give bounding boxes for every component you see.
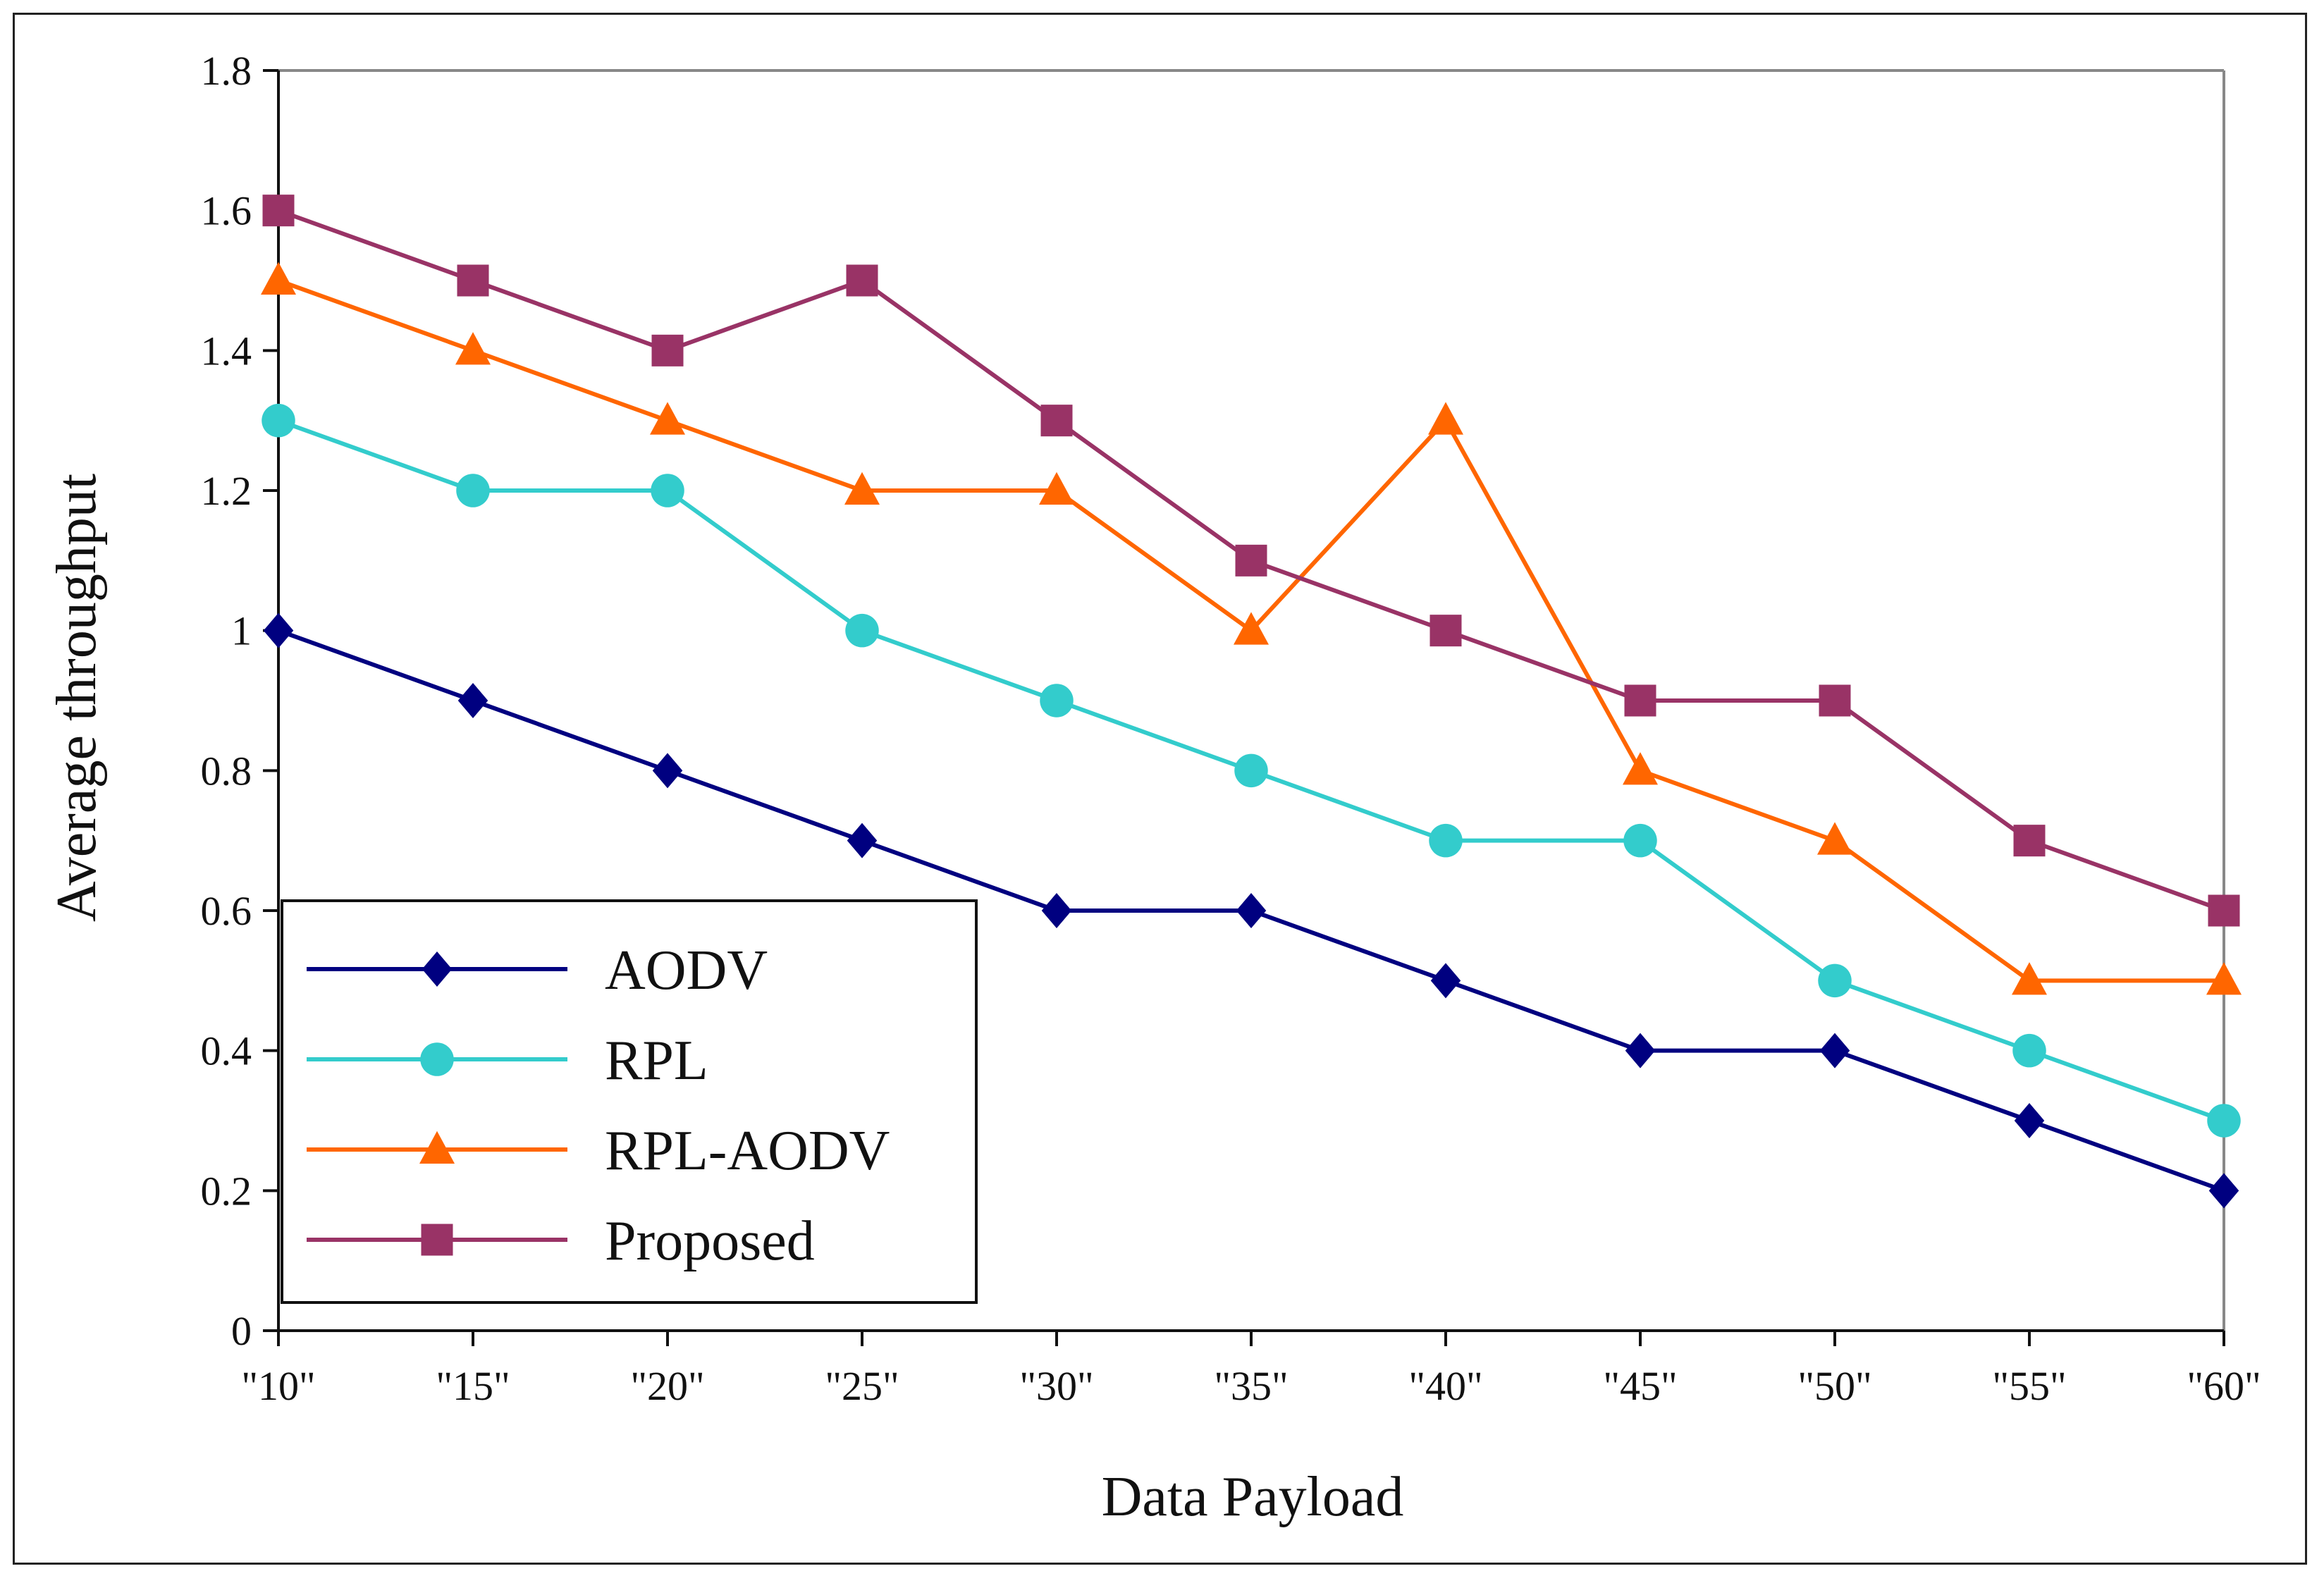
legend-marker xyxy=(419,1131,455,1164)
legend-marker xyxy=(422,951,453,987)
series-layer xyxy=(261,195,2242,1209)
y-tick-label: 0.8 xyxy=(201,748,252,794)
data-point xyxy=(455,332,491,365)
x-tick-label: "20" xyxy=(630,1363,704,1409)
data-point xyxy=(1236,893,1267,928)
data-point xyxy=(2207,1104,2241,1138)
x-tick-label: "15" xyxy=(436,1363,510,1409)
data-point xyxy=(1429,823,1463,858)
x-tick-label: "45" xyxy=(1603,1363,1677,1409)
data-point xyxy=(1040,684,1074,717)
data-point xyxy=(2206,962,2242,995)
data-point xyxy=(1039,472,1074,505)
y-tick-labels: 0 0.2 0.4 0.6 0.8 1 1.2 1.4 1.6 1.8 xyxy=(201,48,278,1354)
data-point xyxy=(1234,612,1269,645)
data-point xyxy=(846,264,878,297)
data-point xyxy=(263,612,294,648)
x-tick-label: "40" xyxy=(1408,1363,1482,1409)
y-tick-label: 1 xyxy=(231,608,252,654)
data-point xyxy=(847,823,878,858)
data-point xyxy=(456,474,490,507)
series-rpl xyxy=(262,403,2241,1138)
x-tick-label: "50" xyxy=(1797,1363,1871,1409)
legend: AODV RPL RPL-AODV Proposed xyxy=(281,899,978,1304)
y-tick-label: 1.8 xyxy=(201,48,252,94)
x-tick-label: "10" xyxy=(241,1363,315,1409)
data-point xyxy=(1428,402,1463,435)
x-axis-title: Data Payload xyxy=(1102,1466,1404,1528)
legend-marker xyxy=(420,1042,454,1076)
y-tick-label: 0.2 xyxy=(201,1168,252,1214)
data-point xyxy=(1624,684,1656,717)
x-tick-label: "35" xyxy=(1214,1363,1288,1409)
data-point xyxy=(262,403,295,438)
data-point xyxy=(457,683,488,718)
data-point xyxy=(1817,822,1852,855)
y-axis-title: Average throughput xyxy=(46,474,108,922)
data-point xyxy=(1625,1033,1656,1068)
legend-label: RPL-AODV xyxy=(605,1120,890,1182)
data-point xyxy=(1234,753,1268,788)
data-point xyxy=(1040,405,1073,437)
data-point xyxy=(1819,684,1851,717)
data-point xyxy=(1623,752,1658,785)
data-point xyxy=(1235,544,1267,577)
x-tick-label: "25" xyxy=(825,1363,899,1409)
x-tick-labels: "10" "15" "20" "25" "30" "35" "40" "45" "50" "55"… xyxy=(241,1331,2261,1409)
data-point xyxy=(651,474,684,507)
data-point xyxy=(2013,825,2046,857)
data-point xyxy=(1430,963,1461,999)
chart-frame xyxy=(13,13,2307,1565)
y-tick-label: 1.2 xyxy=(201,468,252,514)
data-point xyxy=(1430,615,1462,647)
data-point xyxy=(261,261,296,295)
series-rpl-aodv xyxy=(261,261,2242,995)
data-point xyxy=(2208,894,2240,927)
x-tick-label: "60" xyxy=(2187,1363,2261,1409)
y-tick-label: 1.6 xyxy=(201,188,252,234)
data-point xyxy=(1623,823,1657,858)
data-point xyxy=(845,613,879,648)
data-point xyxy=(457,264,489,297)
data-point xyxy=(844,472,880,505)
data-point xyxy=(650,402,685,435)
y-tick-label: 0.6 xyxy=(201,888,252,934)
x-tick-label: "55" xyxy=(1992,1363,2066,1409)
x-tick-label: "30" xyxy=(1019,1363,1093,1409)
series-proposed xyxy=(262,195,2240,927)
legend-label: AODV xyxy=(605,940,768,1002)
data-point xyxy=(1041,893,1072,928)
y-tick-label: 0 xyxy=(231,1308,252,1354)
legend-label: Proposed xyxy=(605,1210,815,1272)
legend-label: RPL xyxy=(605,1030,708,1092)
data-point xyxy=(652,753,683,789)
y-tick-label: 1.4 xyxy=(201,328,252,374)
series-aodv xyxy=(263,612,2239,1209)
data-point xyxy=(2208,1173,2239,1209)
data-point xyxy=(2012,962,2047,995)
y-tick-label: 0.4 xyxy=(201,1028,252,1074)
data-point xyxy=(1818,963,1852,998)
data-point xyxy=(2014,1103,2045,1138)
data-point xyxy=(262,195,295,227)
data-point xyxy=(2012,1033,2046,1068)
legend-marker xyxy=(421,1224,453,1256)
data-point xyxy=(651,334,684,367)
data-point xyxy=(1819,1033,1850,1068)
